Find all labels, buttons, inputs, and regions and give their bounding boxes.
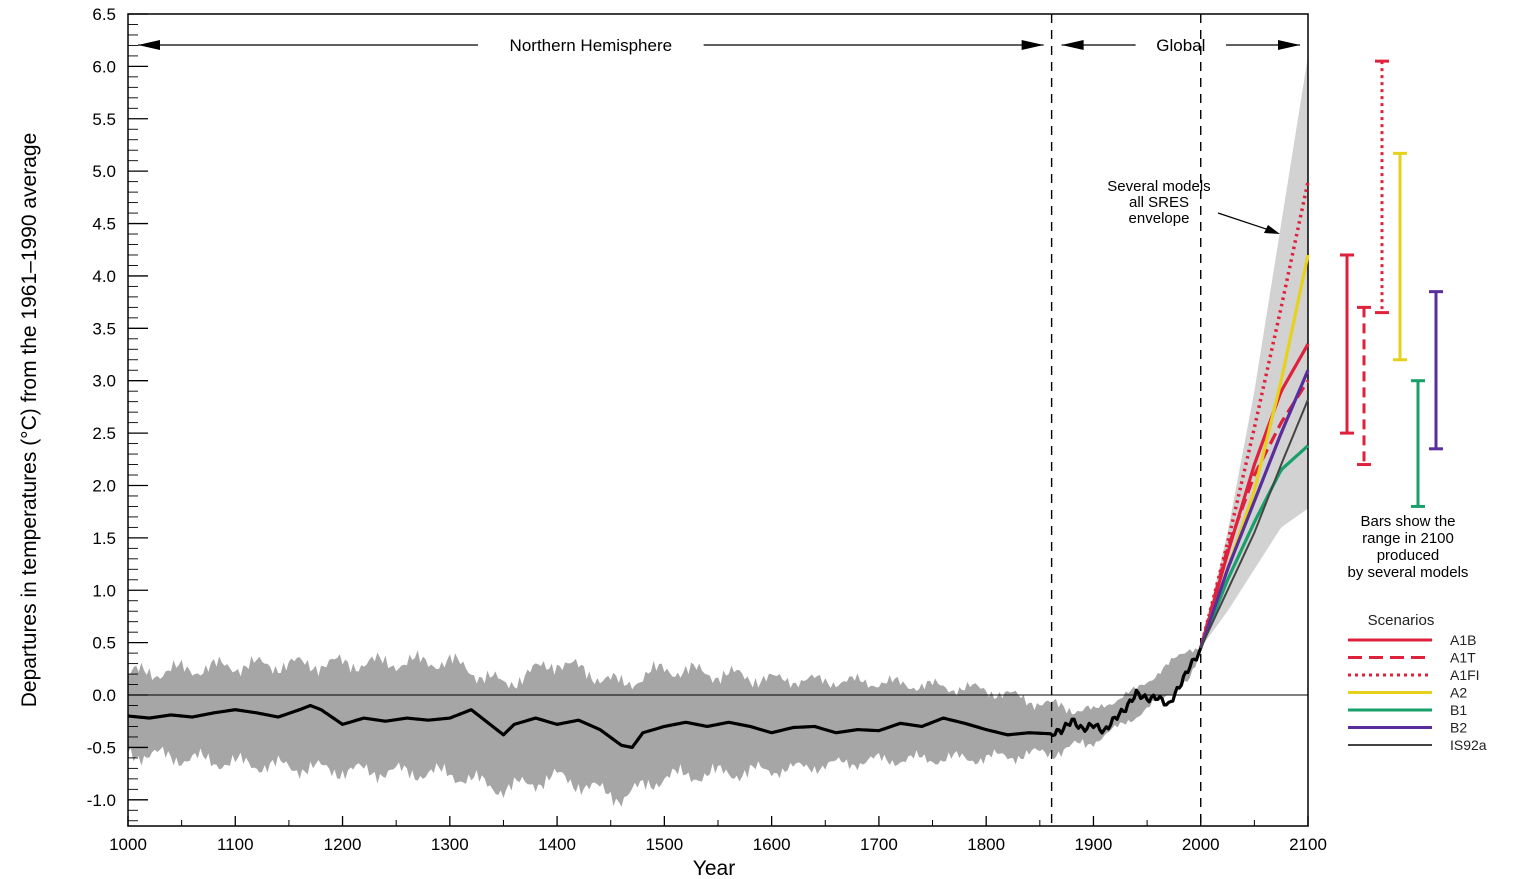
y-tick-label: 4.5: [92, 215, 116, 234]
envelope-annotation-line: Several models: [1107, 178, 1210, 195]
x-tick-label: 1600: [753, 835, 791, 854]
axis-labels-layer: Departures in temperatures (°C) from the…: [18, 133, 735, 879]
y-tick-label: 5.0: [92, 162, 116, 181]
region-label-northern-hemisphere: Northern Hemisphere: [510, 36, 673, 55]
y-tick-label: 3.0: [92, 372, 116, 391]
legend-title: Scenarios: [1368, 612, 1435, 629]
legend-label-b1: B1: [1450, 702, 1467, 718]
historical-mean-line: [127, 647, 1203, 750]
legend-label-a1fi: A1FI: [1450, 667, 1480, 683]
y-tick-label: -1.0: [87, 791, 116, 810]
y-tick-label: 1.0: [92, 581, 116, 600]
sres-envelope: [1200, 55, 1308, 648]
historical-layer: [127, 647, 1203, 750]
y-axis-label: Departures in temperatures (°C) from the…: [18, 133, 41, 708]
y-tick-label: 2.5: [92, 424, 116, 443]
x-axis-label: Year: [693, 857, 735, 879]
envelope-annotation-line: envelope: [1129, 210, 1190, 227]
y-tick-label: 6.5: [92, 5, 116, 24]
bars-note-line: by several models: [1348, 564, 1469, 581]
x-tick-label: 1000: [109, 835, 147, 854]
envelope-annotation-line: all SRES: [1129, 194, 1189, 211]
y-tick-label: 0.0: [92, 686, 116, 705]
dividers-layer: [1050, 14, 1202, 826]
y-tick-label: 0.5: [92, 634, 116, 653]
region-arrowhead-right: [1278, 40, 1300, 50]
region-arrowhead-right: [1021, 40, 1044, 50]
y-tick-label: 1.5: [92, 529, 116, 548]
series-line-b2: [1199, 369, 1310, 649]
series-line-a1fi: [1199, 181, 1310, 649]
bars-note-line: produced: [1377, 547, 1440, 564]
x-tick-label: 1500: [645, 835, 683, 854]
x-tick-label: 1800: [967, 835, 1005, 854]
x-tick-label: 2000: [1182, 835, 1220, 854]
region-label-global: Global: [1156, 36, 1205, 55]
y-tick-label: 2.0: [92, 476, 116, 495]
x-tick-label: 1400: [538, 835, 576, 854]
y-tick-label: 6.0: [92, 57, 116, 76]
x-tick-label: 1200: [324, 835, 362, 854]
x-tick-label: 2100: [1289, 835, 1327, 854]
legend-label-is92a: IS92a: [1450, 737, 1487, 753]
y-tick-label: 4.0: [92, 267, 116, 286]
y-tick-label: 5.5: [92, 110, 116, 129]
x-tick-label: 1900: [1075, 835, 1113, 854]
legend-label-a1b: A1B: [1450, 632, 1476, 648]
y-tick-label: 3.5: [92, 319, 116, 338]
annotation-pointer: [1217, 212, 1273, 232]
region-arrowhead-left: [1061, 40, 1084, 50]
series-layer: [1199, 181, 1310, 649]
legend-label-b2: B2: [1450, 720, 1467, 736]
legend-label-a2: A2: [1450, 685, 1467, 701]
legend-label-a1t: A1T: [1450, 650, 1476, 666]
bars-note-line: Bars show the: [1360, 513, 1455, 530]
region-arrowhead-left: [138, 40, 160, 50]
annotation-pointer-head: [1264, 225, 1280, 234]
x-tick-label: 1300: [431, 835, 469, 854]
region-arrows-layer: Northern Hemisphere Global: [138, 36, 1300, 55]
series-line-is92a: [1199, 399, 1309, 649]
envelope-layer: [1200, 55, 1308, 648]
bars-note-line: range in 2100: [1362, 530, 1454, 547]
series-line-b1: [1199, 444, 1310, 649]
x-tick-label: 1700: [860, 835, 898, 854]
axis-ticks-layer: 1000 1100 1200 1300 1400 1500 1600 1700 1800 1900…: [87, 5, 1327, 854]
x-tick-label: 1100: [217, 835, 254, 854]
y-tick-label: -0.5: [87, 738, 116, 757]
